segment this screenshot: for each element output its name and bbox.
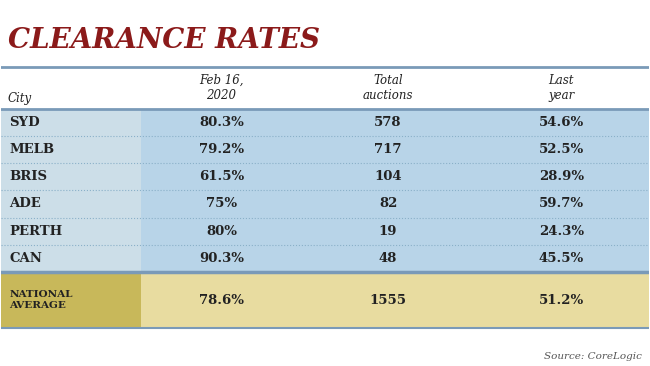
Text: CAN: CAN [9, 252, 42, 265]
Text: 80%: 80% [206, 225, 237, 238]
Text: 717: 717 [374, 143, 402, 156]
Bar [140, 217, 302, 245]
Text: 54.6%: 54.6% [539, 116, 584, 129]
Text: 104: 104 [374, 170, 402, 183]
Bar [1, 163, 140, 190]
Text: NATIONAL
AVERAGE: NATIONAL AVERAGE [9, 291, 73, 310]
Text: 1555: 1555 [370, 294, 407, 307]
Bar [474, 163, 649, 190]
Text: 90.3%: 90.3% [199, 252, 244, 265]
Bar [474, 190, 649, 217]
Bar [302, 272, 474, 328]
Text: 28.9%: 28.9% [539, 170, 584, 183]
Text: 52.5%: 52.5% [539, 143, 584, 156]
Bar [1, 217, 140, 245]
Text: Source: CoreLogic: Source: CoreLogic [544, 352, 642, 361]
Text: 51.2%: 51.2% [539, 294, 584, 307]
Bar [302, 217, 474, 245]
Bar [1, 109, 140, 136]
Bar [302, 109, 474, 136]
Bar [140, 245, 302, 272]
Bar [1, 190, 140, 217]
Bar [140, 163, 302, 190]
Bar [474, 136, 649, 163]
Text: 80.3%: 80.3% [199, 116, 244, 129]
Text: CLEARANCE RATES: CLEARANCE RATES [8, 27, 320, 54]
Text: 59.7%: 59.7% [539, 197, 584, 210]
Text: 24.3%: 24.3% [539, 225, 584, 238]
Text: BRIS: BRIS [9, 170, 47, 183]
Text: MELB: MELB [9, 143, 55, 156]
Text: Last
year: Last year [548, 74, 575, 102]
Text: 78.6%: 78.6% [199, 294, 244, 307]
Text: ADE: ADE [9, 197, 41, 210]
Text: City: City [8, 92, 32, 105]
Bar [1, 136, 140, 163]
Bar [302, 163, 474, 190]
Bar [302, 245, 474, 272]
Bar [140, 272, 302, 328]
Bar [1, 67, 649, 109]
Text: Feb 16,
2020: Feb 16, 2020 [199, 74, 244, 102]
Bar [474, 109, 649, 136]
Bar [302, 190, 474, 217]
Text: Total
auctions: Total auctions [363, 74, 413, 102]
Bar [140, 109, 302, 136]
Bar [474, 217, 649, 245]
Text: SYD: SYD [9, 116, 40, 129]
Text: 578: 578 [374, 116, 402, 129]
Bar [474, 245, 649, 272]
Bar [1, 272, 140, 328]
Text: 75%: 75% [206, 197, 237, 210]
Text: 19: 19 [379, 225, 397, 238]
Bar [140, 136, 302, 163]
Text: 82: 82 [379, 197, 397, 210]
Text: 48: 48 [379, 252, 397, 265]
Text: 79.2%: 79.2% [199, 143, 244, 156]
Bar [474, 272, 649, 328]
Bar [140, 190, 302, 217]
Text: 61.5%: 61.5% [199, 170, 244, 183]
Text: 45.5%: 45.5% [539, 252, 584, 265]
Bar [1, 245, 140, 272]
Text: PERTH: PERTH [9, 225, 62, 238]
Bar [302, 136, 474, 163]
